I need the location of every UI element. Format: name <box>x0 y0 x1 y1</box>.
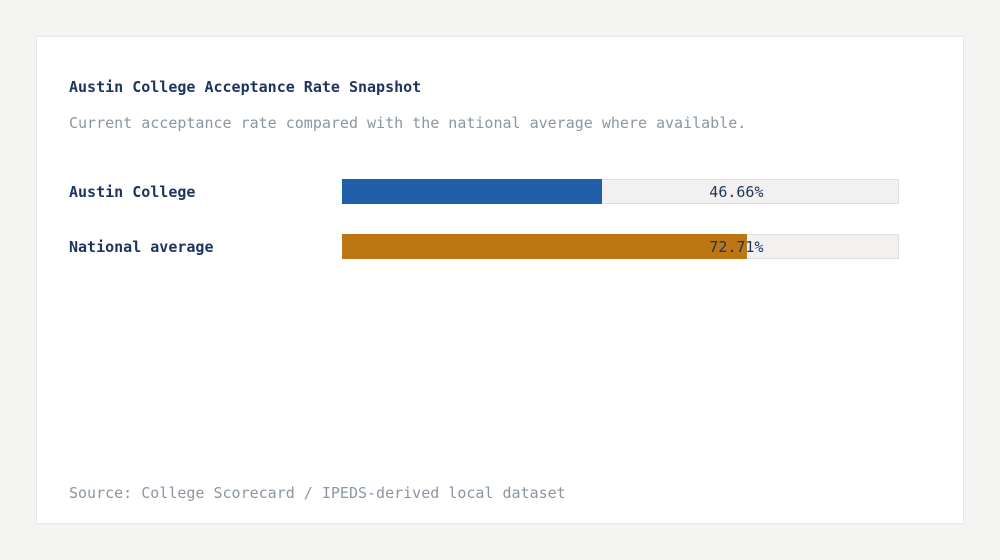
bar-row-austin-college: Austin College 46.66% <box>69 179 899 204</box>
bar-value-national-average: 72.71% <box>709 237 764 256</box>
source-note: Source: College Scorecard / IPEDS-derive… <box>69 484 566 502</box>
bar-track-national-average: 72.71% <box>342 234 899 259</box>
bar-value-austin-college: 46.66% <box>709 182 764 201</box>
page-title: Austin College Acceptance Rate Snapshot <box>69 78 422 96</box>
bar-row-national-average: National average 72.71% <box>69 234 899 259</box>
bar-label-national-average: National average <box>69 237 214 256</box>
bar-label-austin-college: Austin College <box>69 182 196 201</box>
bar-track-austin-college: 46.66% <box>342 179 899 204</box>
snapshot-card: Austin College Acceptance Rate Snapshot … <box>36 36 964 524</box>
bar-fill-austin-college <box>342 179 602 204</box>
bar-fill-national-average <box>342 234 747 259</box>
page-subtitle: Current acceptance rate compared with th… <box>69 114 747 132</box>
